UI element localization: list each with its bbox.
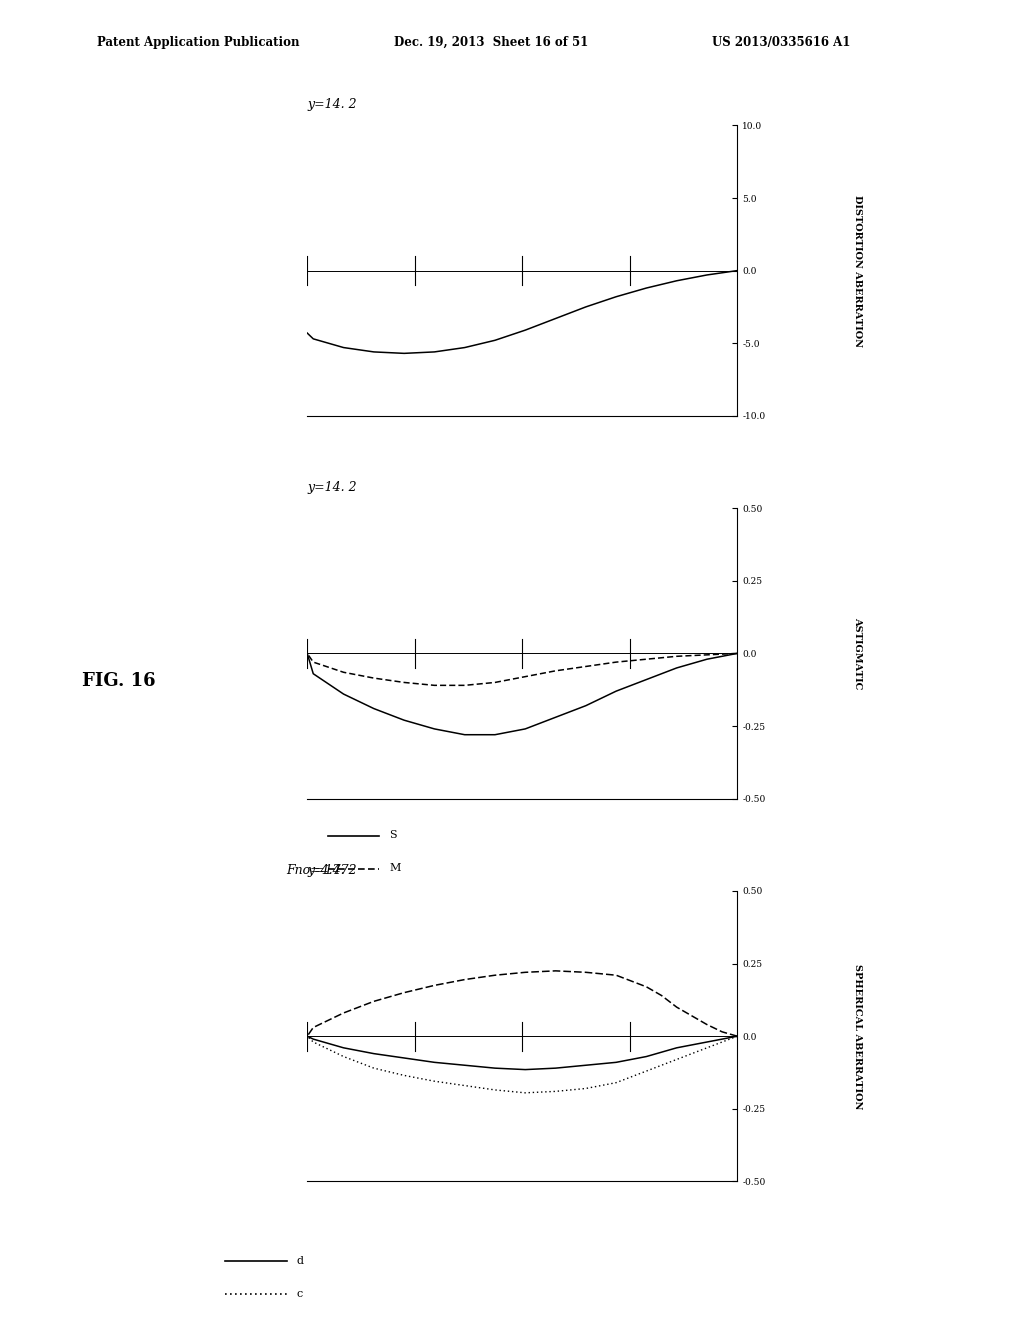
- Text: d: d: [297, 1255, 304, 1266]
- Text: S: S: [389, 830, 396, 841]
- Text: ASTIGMATIC: ASTIGMATIC: [853, 618, 862, 689]
- Text: US 2013/0335616 A1: US 2013/0335616 A1: [712, 36, 850, 49]
- Text: M: M: [389, 863, 400, 874]
- Text: y=14. 2: y=14. 2: [307, 863, 356, 876]
- Text: SPHERICAL ABERRATION: SPHERICAL ABERRATION: [853, 964, 862, 1109]
- Text: Patent Application Publication: Patent Application Publication: [97, 36, 300, 49]
- Text: DISTORTION ABERRATION: DISTORTION ABERRATION: [853, 194, 862, 347]
- Text: FIG. 16: FIG. 16: [82, 672, 156, 690]
- Text: c: c: [297, 1288, 303, 1299]
- Text: Dec. 19, 2013  Sheet 16 of 51: Dec. 19, 2013 Sheet 16 of 51: [394, 36, 589, 49]
- Text: Fno=4.77: Fno=4.77: [286, 863, 348, 876]
- Text: y=14. 2: y=14. 2: [307, 480, 356, 494]
- Text: y=14. 2: y=14. 2: [307, 98, 356, 111]
